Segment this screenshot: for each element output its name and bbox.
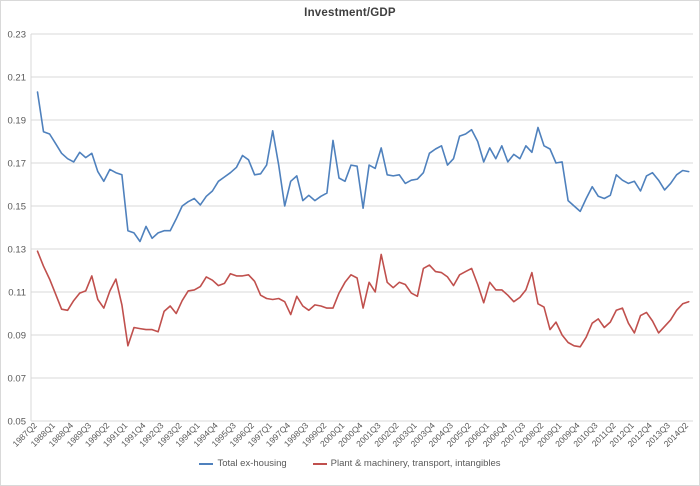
y-tick-label: 0.05 [8, 417, 27, 428]
series-line-plant-machinery [36, 250, 690, 348]
y-tick-label: 0.15 [8, 202, 27, 213]
y-tick-label: 0.11 [8, 288, 26, 299]
legend-item-total-ex-housing: Total ex-housing [199, 458, 287, 469]
y-tick-label: 0.17 [8, 159, 27, 170]
y-tick-label: 0.07 [8, 374, 27, 385]
series-line-total-ex-housing [36, 91, 690, 243]
y-tick-label: 0.23 [8, 30, 27, 41]
y-tick-label: 0.13 [8, 245, 27, 256]
chart-title: Investment/GDP [304, 7, 396, 19]
legend-item-plant-machinery: Plant & machinery, transport, intangible… [312, 458, 501, 469]
y-tick-label: 0.19 [8, 116, 27, 127]
y-tick-label: 0.21 [8, 73, 27, 84]
legend-line-blue-swatch [199, 462, 214, 465]
legend-line-red-swatch [312, 462, 327, 465]
legend-label: Plant & machinery, transport, intangible… [330, 458, 501, 469]
y-tick-label: 0.09 [8, 331, 27, 342]
chart-legend: Total ex-housing Plant & machinery, tran… [1, 458, 699, 469]
legend-label: Total ex-housing [217, 458, 287, 469]
